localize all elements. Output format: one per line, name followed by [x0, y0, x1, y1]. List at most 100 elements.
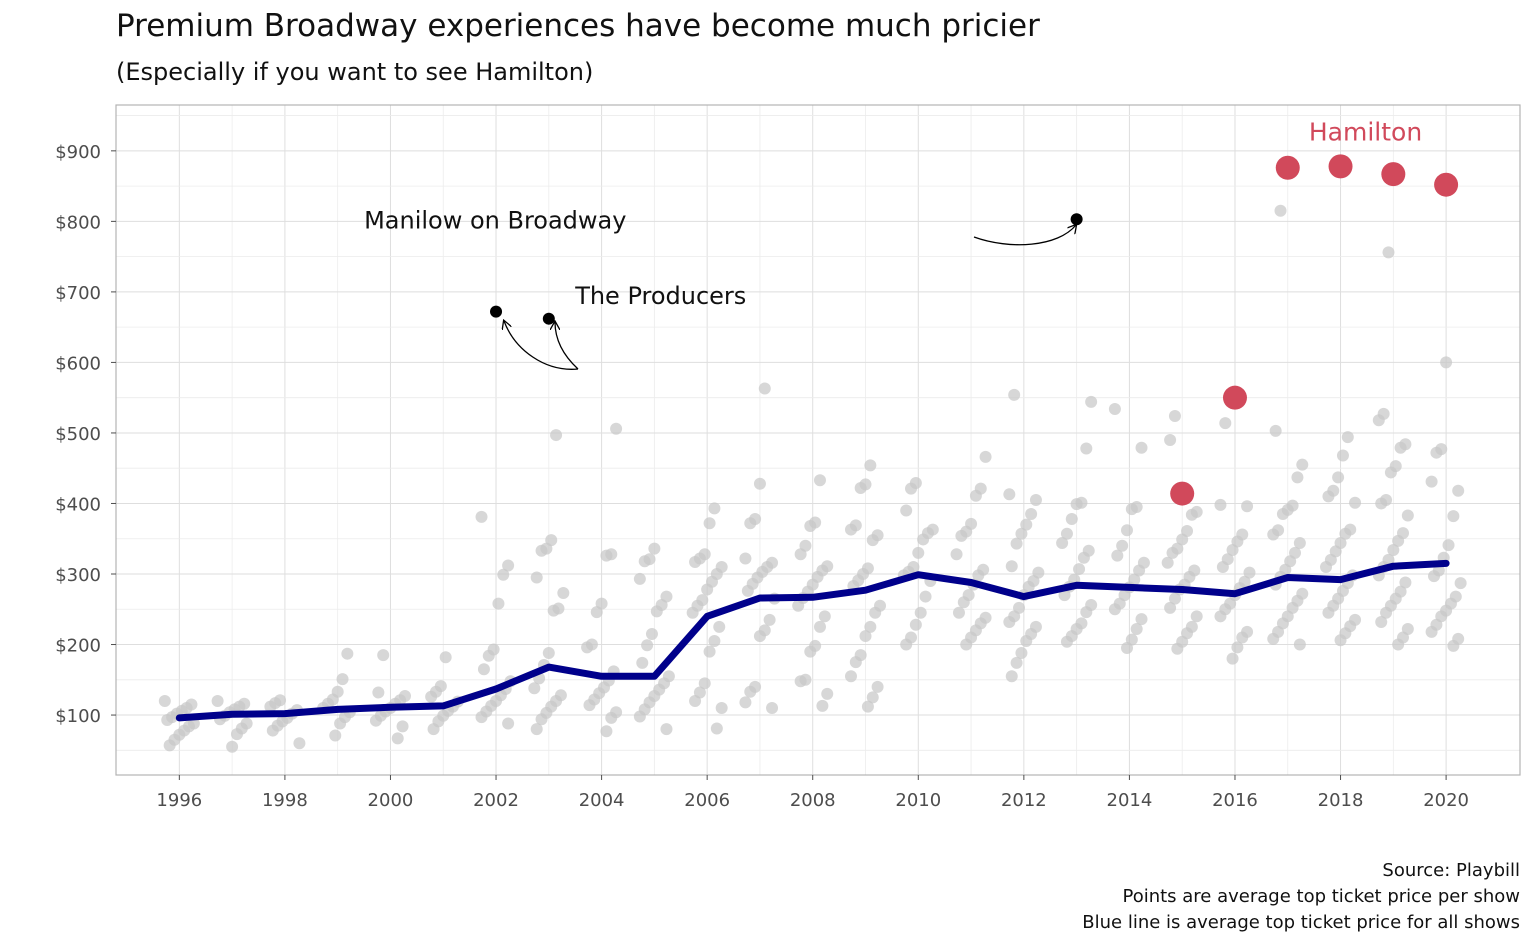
- show-point: [1375, 497, 1388, 510]
- show-point: [1336, 449, 1349, 462]
- show-point: [1080, 606, 1093, 619]
- show-point: [972, 569, 985, 582]
- show-point: [1293, 536, 1306, 549]
- show-point: [557, 587, 570, 600]
- show-point: [610, 422, 623, 435]
- y-tick-label: $600: [55, 353, 101, 374]
- manilow-label: Manilow on Broadway: [364, 206, 626, 234]
- hamilton-point: [1275, 155, 1300, 180]
- y-tick-label: $300: [55, 565, 101, 586]
- show-point: [583, 699, 596, 712]
- annotation-arrows: [504, 225, 1076, 370]
- highlight-point: [542, 312, 555, 325]
- show-point: [1392, 638, 1405, 651]
- show-point: [329, 729, 342, 742]
- show-point: [979, 450, 992, 463]
- producers-label: The Producers: [574, 282, 746, 310]
- show-point: [482, 649, 495, 662]
- hamilton-point: [1434, 172, 1459, 197]
- show-point: [645, 627, 658, 640]
- show-point: [744, 517, 757, 530]
- x-tick-label: 1998: [262, 790, 308, 811]
- show-point: [1401, 509, 1414, 522]
- show-point: [792, 599, 805, 612]
- show-point: [1164, 434, 1177, 446]
- show-point: [1375, 615, 1388, 628]
- show-point: [475, 711, 488, 724]
- y-tick-label: $700: [55, 283, 101, 304]
- show-point: [341, 647, 354, 660]
- x-tick-label: 2020: [1423, 790, 1469, 811]
- show-point: [763, 613, 776, 626]
- show-point: [1176, 533, 1189, 546]
- show-point: [821, 687, 834, 700]
- show-point: [1430, 446, 1443, 459]
- show-point: [1073, 563, 1086, 576]
- show-point: [1168, 592, 1181, 605]
- show-point: [866, 534, 879, 547]
- show-point: [804, 520, 817, 533]
- caption: Source: Playbill Points are average top …: [1082, 858, 1520, 936]
- show-point: [492, 597, 505, 610]
- show-point: [1384, 466, 1397, 479]
- show-point: [869, 606, 882, 619]
- show-point: [1269, 424, 1282, 437]
- show-point: [1125, 503, 1138, 516]
- show-point: [849, 656, 862, 669]
- y-tick-label: $500: [55, 424, 101, 445]
- show-point: [864, 459, 877, 472]
- show-point: [638, 555, 651, 568]
- show-point: [336, 673, 349, 686]
- show-point: [794, 548, 807, 561]
- show-point: [813, 620, 826, 633]
- show-point: [1020, 635, 1033, 647]
- caption-points-note: Points are average top ticket price per …: [1122, 886, 1520, 907]
- show-point: [1380, 606, 1393, 619]
- show-point: [1442, 539, 1455, 552]
- show-point: [715, 702, 728, 714]
- show-point: [905, 482, 918, 495]
- show-point: [766, 702, 779, 714]
- show-point: [804, 645, 817, 658]
- show-point: [739, 696, 752, 709]
- hamilton-point: [1222, 385, 1247, 410]
- show-point: [753, 630, 766, 643]
- show-point: [396, 720, 409, 733]
- show-point: [708, 502, 721, 515]
- hamilton-label: Hamilton: [1309, 117, 1422, 146]
- show-point: [1267, 632, 1280, 645]
- show-point: [1214, 498, 1227, 511]
- show-point: [1349, 496, 1362, 509]
- show-point: [1226, 652, 1239, 665]
- show-point: [1226, 544, 1239, 557]
- show-point: [266, 724, 279, 737]
- show-point: [161, 713, 174, 726]
- x-tick-label: 2002: [473, 790, 519, 811]
- y-tick-label: $900: [55, 142, 101, 163]
- show-point: [844, 670, 857, 683]
- show-point: [1056, 536, 1069, 549]
- show-point: [818, 610, 831, 623]
- x-tick-label: 2010: [895, 790, 941, 811]
- y-tick-label: $400: [55, 494, 101, 515]
- show-point: [1440, 356, 1453, 369]
- show-point: [528, 682, 541, 695]
- show-point: [955, 529, 968, 542]
- plot-panel-border: [115, 104, 1521, 776]
- show-point: [1276, 508, 1289, 521]
- show-point: [816, 699, 829, 712]
- show-point: [535, 713, 548, 726]
- show-point: [211, 694, 224, 707]
- x-tick-label: 2008: [790, 790, 836, 811]
- grid: [116, 105, 1520, 775]
- show-point: [1399, 576, 1412, 589]
- show-point: [701, 583, 714, 596]
- show-point: [1291, 471, 1304, 484]
- chart-svg: 1996 1998 2000 2002 2004 2006 2008 2010 2012 2014…: [55, 104, 1521, 811]
- show-point: [1070, 498, 1083, 511]
- show-point: [1241, 500, 1254, 513]
- show-point: [1231, 641, 1244, 654]
- show-point: [1077, 551, 1090, 564]
- show-point: [427, 723, 440, 736]
- show-point: [372, 686, 385, 699]
